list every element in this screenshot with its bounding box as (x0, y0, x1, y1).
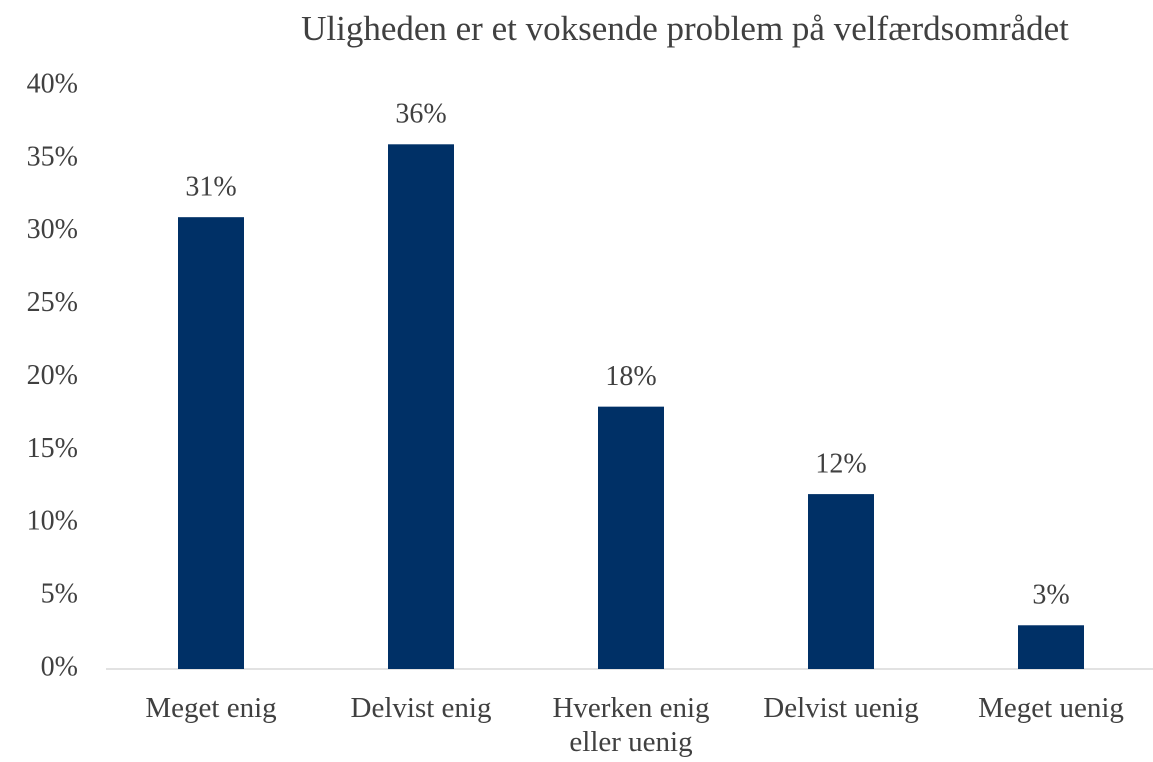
x-tick-label: Hverken enig eller uenig (552, 692, 710, 758)
y-tick-label: 40% (27, 68, 78, 99)
y-tick-label: 15% (27, 433, 78, 464)
data-label: 36% (395, 99, 446, 130)
bar (1018, 625, 1084, 669)
bar (808, 494, 874, 669)
y-tick-label: 5% (41, 579, 78, 610)
y-tick-label: 0% (41, 651, 78, 682)
y-tick-label: 25% (27, 287, 78, 318)
data-label: 3% (1032, 580, 1069, 611)
data-label: 18% (605, 361, 656, 392)
x-tick-label: Delvist uenig (763, 692, 919, 724)
x-tick-label: Meget enig (145, 692, 277, 724)
y-tick-label: 10% (27, 506, 78, 537)
data-label: 31% (185, 172, 236, 203)
data-label: 12% (815, 449, 866, 480)
y-tick-label: 35% (27, 141, 78, 172)
y-tick-label: 20% (27, 360, 78, 391)
chart-title: Uligheden er et voksende problem på velf… (301, 9, 1069, 48)
x-tick-label: Meget uenig (978, 692, 1124, 724)
bar (598, 406, 664, 669)
x-tick-label: Delvist enig (350, 692, 492, 724)
y-tick-label: 30% (27, 214, 78, 245)
bar (178, 217, 244, 670)
bar (388, 144, 454, 670)
